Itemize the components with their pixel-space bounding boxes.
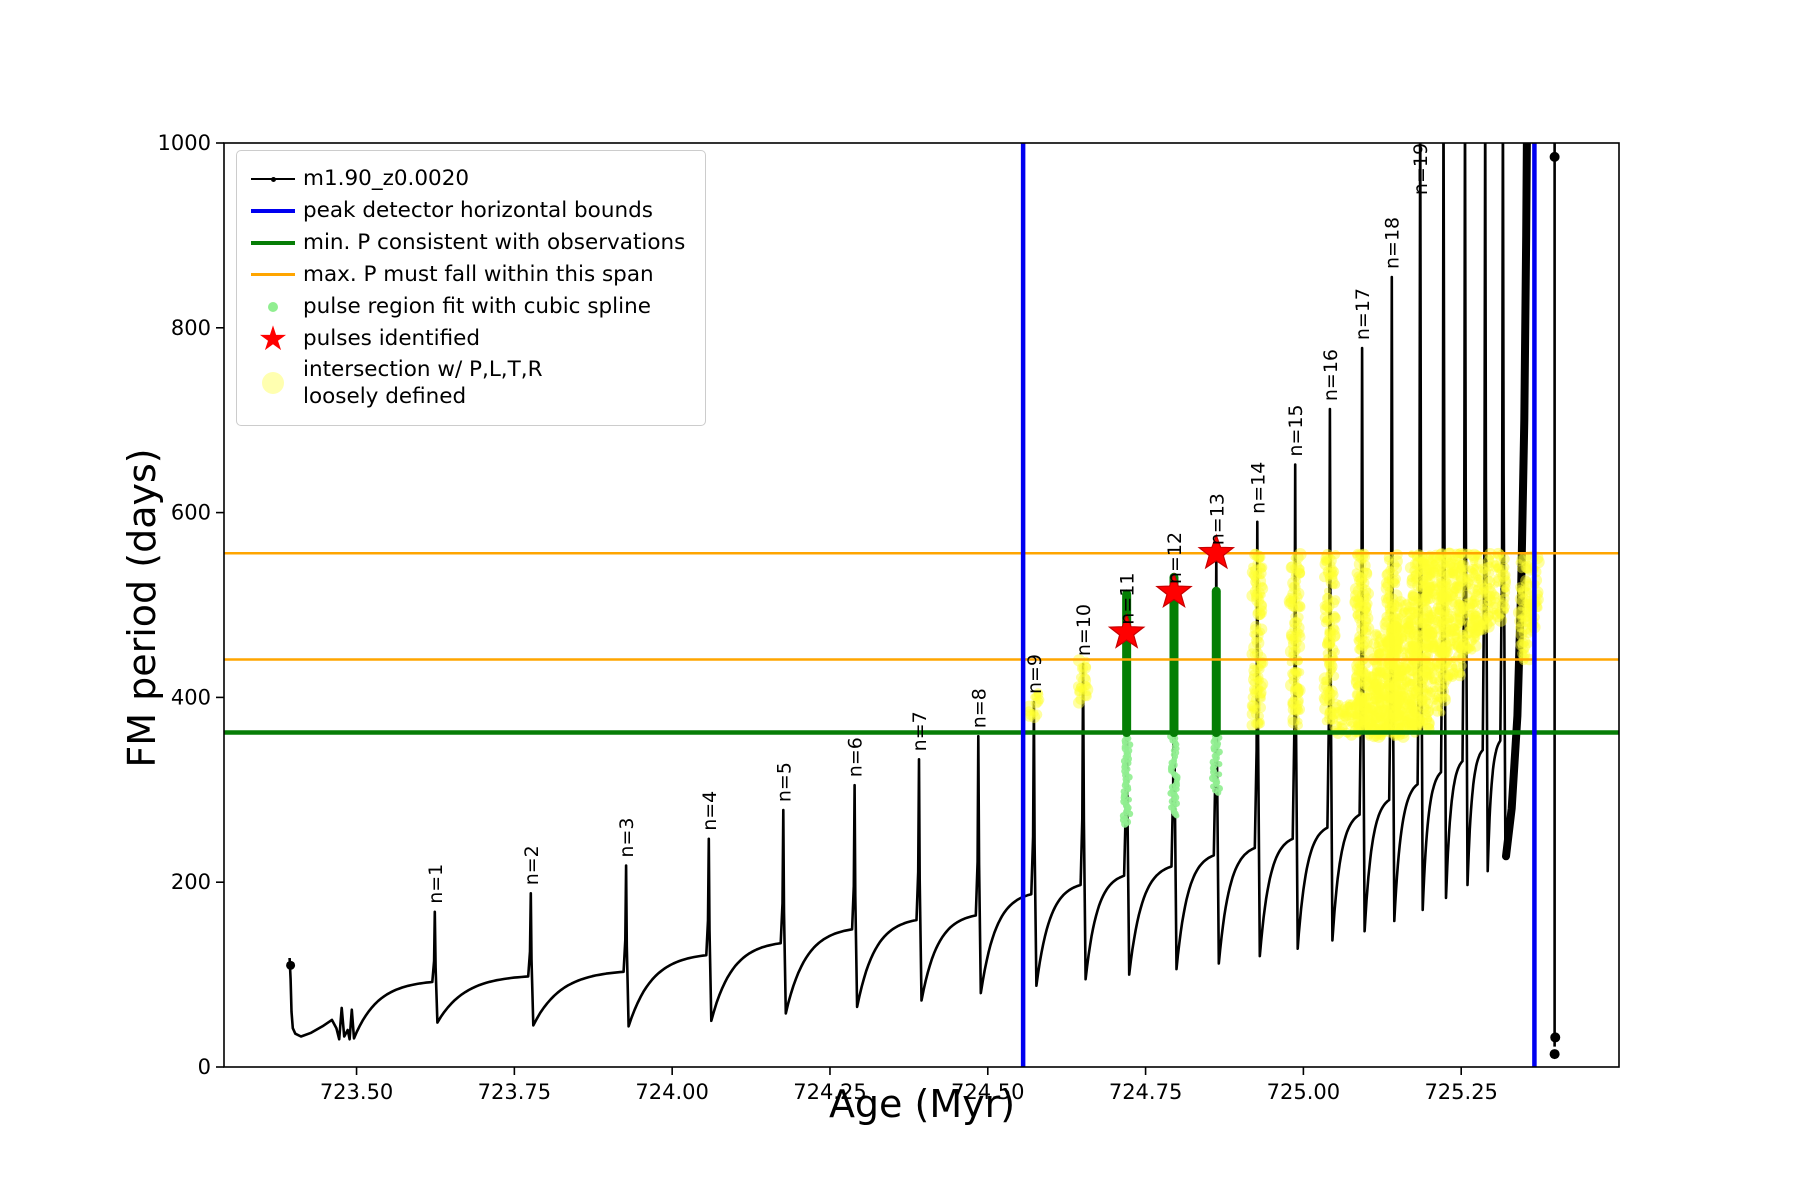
pulse-number-label: n=3 (616, 818, 638, 858)
x-tick-label: 723.75 (478, 1080, 551, 1104)
pulse-number-label: n=2 (521, 845, 543, 885)
legend-label-series: m1.90_z0.0020 (303, 166, 470, 191)
legend-label-max-p: max. P must fall within this span (303, 262, 654, 287)
pulse-number-label: n=8 (968, 688, 990, 728)
pulse-number-label: n=9 (1024, 654, 1046, 694)
x-axis-label: Age (Myr) (828, 1082, 1016, 1126)
pulse-number-label: n=16 (1320, 349, 1342, 401)
y-tick-label: 600 (171, 501, 211, 525)
legend-marker-paleyellow-dot-icon (243, 372, 303, 394)
x-tick-label: 725.00 (1267, 1080, 1340, 1104)
pulse-number-label: n=19 (1410, 143, 1432, 195)
plot-border (223, 142, 1620, 1068)
x-tick-label: 724.00 (635, 1080, 708, 1104)
x-tick-label: 723.50 (320, 1080, 393, 1104)
pulse-number-label: n=5 (773, 762, 795, 802)
legend-marker-green-line-icon (243, 240, 303, 245)
plot-data-layer (286, 143, 1561, 1060)
legend-marker-series-line-icon (243, 176, 303, 182)
legend-item-max-p: max. P must fall within this span (243, 260, 685, 289)
legend-marker-blue-line-icon (243, 208, 303, 213)
pulse-number-label: n=17 (1352, 288, 1374, 340)
y-axis-label: FM period (days) (120, 448, 164, 768)
legend: m1.90_z0.0020 peak detector horizontal b… (236, 150, 707, 426)
legend-label-pulses: pulses identified (303, 326, 481, 351)
pulse-number-label: n=15 (1285, 404, 1307, 456)
series-tail (1502, 143, 1531, 861)
y-tick-label: 1000 (158, 131, 211, 155)
pulse-number-label: n=7 (909, 711, 931, 751)
x-tick-label: 725.25 (1424, 1080, 1497, 1104)
pulse-number-label: n=18 (1382, 217, 1404, 269)
pulse-number-label: n=14 (1247, 462, 1269, 514)
y-tick-label: 200 (171, 870, 211, 894)
pulse-number-label: n=13 (1206, 493, 1228, 545)
y-tick-label: 400 (171, 685, 211, 709)
pulse-number-label: n=4 (699, 791, 721, 831)
pulse-number-label: n=6 (845, 737, 867, 777)
legend-marker-red-star-icon: ★ (257, 318, 289, 359)
y-tick-label: 0 (198, 1055, 211, 1079)
pulse-star (1197, 533, 1236, 570)
legend-marker-orange-line-icon (243, 273, 303, 276)
legend-label-intersection: intersection w/ P,L,T,R loosely defined (303, 357, 543, 409)
pulse-number-label: n=11 (1117, 573, 1139, 625)
pulse-number-label: n=10 (1073, 604, 1095, 656)
x-tick-label: 724.75 (1109, 1080, 1182, 1104)
legend-item-spline: pulse region fit with cubic spline (243, 292, 685, 321)
pulse-number-label: n=1 (425, 864, 447, 904)
pulse-star (1107, 612, 1146, 649)
legend-marker-lightgreen-dot-icon (243, 301, 303, 312)
legend-item-intersection: intersection w/ P,L,T,R loosely defined (243, 356, 685, 410)
legend-item-min-p: min. P consistent with observations (243, 228, 685, 257)
x-tick-label: 724.50 (951, 1080, 1024, 1104)
legend-item-pulses: ★ pulses identified (243, 318, 685, 359)
x-tick-label: 724.25 (793, 1080, 866, 1104)
pulse-star (1155, 572, 1193, 609)
legend-label-min-p: min. P consistent with observations (303, 230, 686, 255)
pulse-number-label: n=12 (1164, 532, 1186, 584)
series-curve (288, 143, 1507, 1041)
legend-label-spline: pulse region fit with cubic spline (303, 294, 651, 319)
legend-item-peak-bounds: peak detector horizontal bounds (243, 196, 685, 225)
y-tick-label: 800 (171, 316, 211, 340)
legend-label-peak-bounds: peak detector horizontal bounds (303, 198, 653, 223)
legend-item-series: m1.90_z0.0020 (243, 164, 685, 193)
